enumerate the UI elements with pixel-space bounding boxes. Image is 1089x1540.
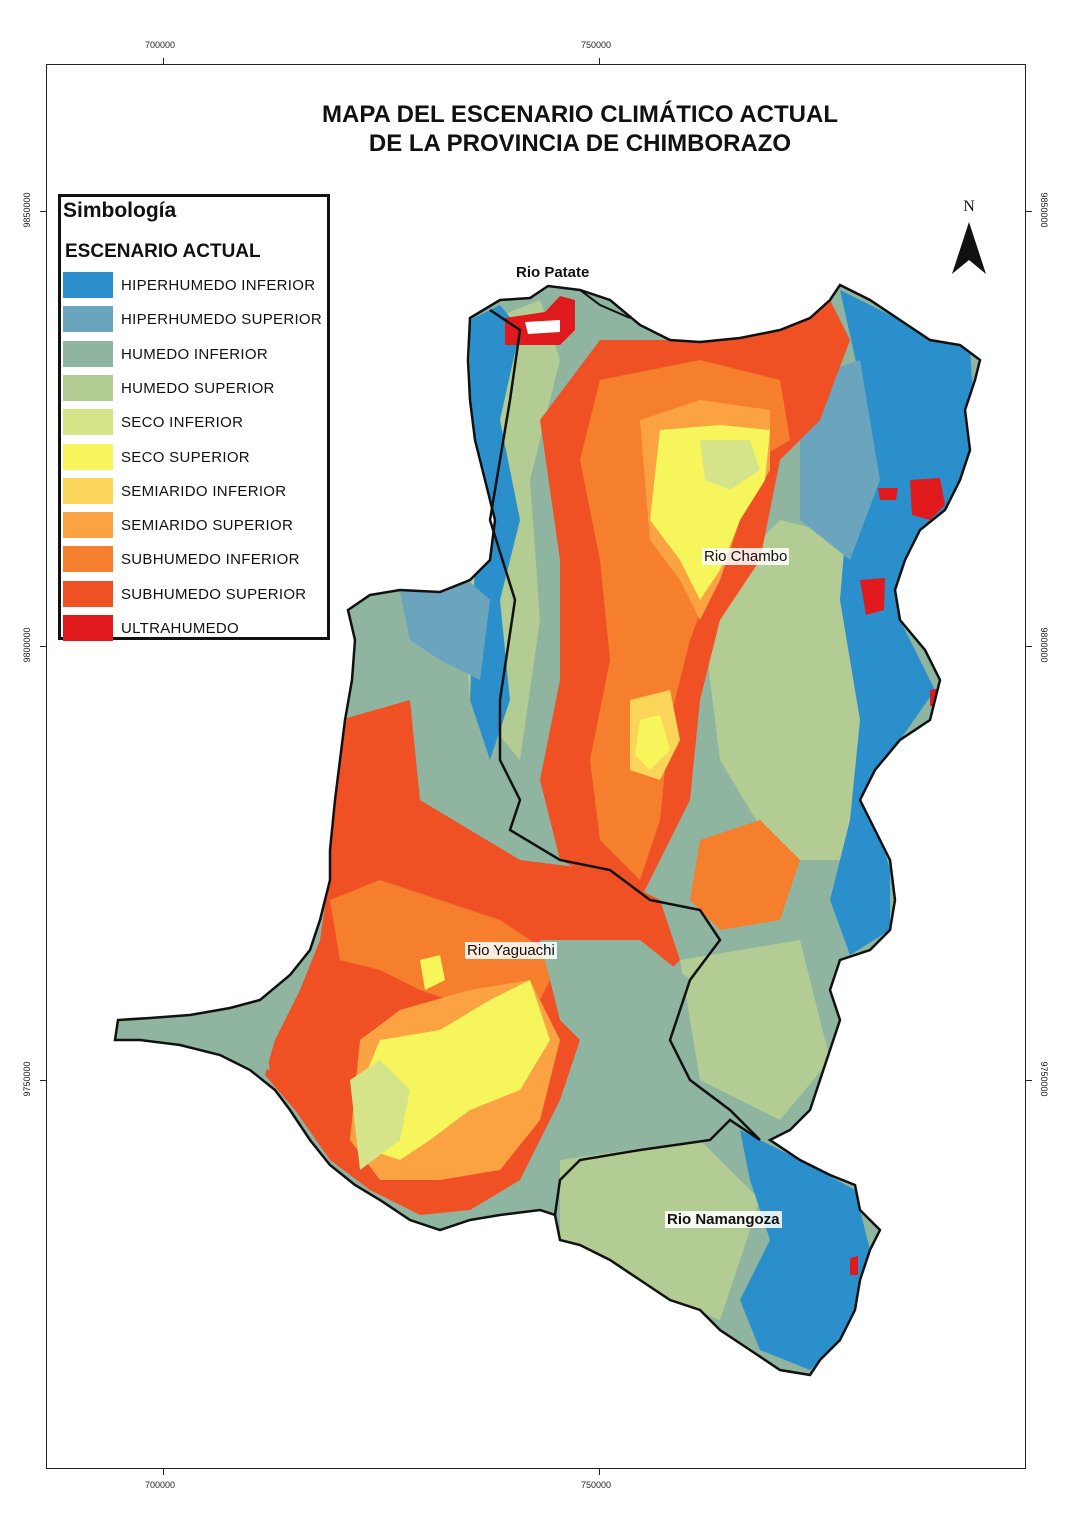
grid-tick <box>599 58 600 65</box>
zone-ultrahumedo <box>505 296 575 345</box>
zone-seco-superior <box>635 715 670 770</box>
grid-tick <box>40 646 47 647</box>
legend-label: HIPERHUMEDO INFERIOR <box>121 277 316 294</box>
legend-swatch <box>63 546 113 573</box>
basin-boundary <box>488 308 761 1141</box>
river-label-namangoza: Rio Namangoza <box>665 1211 782 1228</box>
legend-label: SUBHUMEDO INFERIOR <box>121 551 300 569</box>
north-arrow-icon <box>952 222 986 274</box>
zone-nodata <box>525 320 560 334</box>
zone-ultrahumedo <box>910 478 945 520</box>
zone-seco-inferior <box>700 440 760 490</box>
legend-swatch <box>63 512 113 539</box>
legend-label: ULTRAHUMEDO <box>121 620 240 637</box>
legend-item: SUBHUMEDO INFERIOR <box>63 546 329 573</box>
map-title-line1: MAPA DEL ESCENARIO CLIMÁTICO ACTUAL <box>322 101 838 128</box>
legend-title: Simbología <box>63 199 177 222</box>
legend-swatch <box>63 306 113 333</box>
zone-subhumedo-inferior <box>330 880 560 1010</box>
zone-ultrahumedo <box>878 488 898 500</box>
north-label: N <box>963 198 975 215</box>
legend-item: SUBHUMEDO SUPERIOR <box>63 580 329 608</box>
river-label-yaguachi: Rio Yaguachi <box>465 942 557 959</box>
legend-item: HIPERHUMEDO INFERIOR <box>63 272 329 299</box>
legend-subtitle: ESCENARIO ACTUAL <box>65 241 261 262</box>
legend-item: SECO INFERIOR <box>63 409 329 436</box>
coord-bottom-700000: 700000 <box>145 1480 176 1490</box>
zone-ultrahumedo <box>860 578 885 615</box>
grid-tick <box>163 1468 164 1475</box>
zone-subhumedo-inferior <box>690 820 800 930</box>
zone-humedo-superior <box>700 520 880 860</box>
coord-bottom-750000: 750000 <box>581 1480 612 1490</box>
legend-item: HIPERHUMEDO SUPERIOR <box>63 306 329 333</box>
coord-top-750000: 750000 <box>581 40 612 50</box>
legend-item: SECO SUPERIOR <box>63 443 329 471</box>
grid-tick <box>1025 211 1032 212</box>
zone-humedo-superior <box>560 1140 760 1320</box>
legend-label: SEMIARIDO INFERIOR <box>121 482 287 500</box>
zone-ultrahumedo <box>850 1256 858 1275</box>
legend-label: HIPERHUMEDO SUPERIOR <box>121 311 323 329</box>
legend-label: SEMIARIDO SUPERIOR <box>121 517 294 535</box>
river-label-chambo: Rio Chambo <box>702 548 790 565</box>
map-frame <box>46 64 1026 1469</box>
grid-tick <box>599 1468 600 1475</box>
legend-item: ULTRAHUMEDO <box>63 615 329 642</box>
legend-label: HUMEDO INFERIOR <box>121 345 268 363</box>
north-arrow: N <box>948 198 990 278</box>
legend-swatch <box>63 615 113 641</box>
legend-label: SECO INFERIOR <box>121 414 244 432</box>
legend-swatch <box>63 443 113 470</box>
river-label-patate: Rio Patate <box>514 264 592 281</box>
legend-swatch <box>63 580 113 607</box>
legend: Simbología ESCENARIO ACTUAL HIPERHUMEDO … <box>58 194 330 642</box>
legend-swatch <box>63 409 113 436</box>
legend-item: SEMIARIDO INFERIOR <box>63 477 329 505</box>
legend-swatch <box>63 477 113 504</box>
zone-hiperhumedo-inferior <box>740 1130 870 1370</box>
map-title: MAPA DEL ESCENARIO CLIMÁTICO ACTUAL DE L… <box>240 100 920 158</box>
map-title-line2: DE LA PROVINCIA DE CHIMBORAZO <box>368 130 792 157</box>
coord-top-700000: 700000 <box>145 40 176 50</box>
legend-swatch <box>63 374 113 401</box>
legend-label: SUBHUMEDO SUPERIOR <box>121 585 307 603</box>
legend-item: HUMEDO INFERIOR <box>63 340 329 368</box>
legend-label: HUMEDO SUPERIOR <box>121 379 275 397</box>
grid-tick <box>1025 646 1032 647</box>
legend-swatch <box>63 272 113 298</box>
legend-item: HUMEDO SUPERIOR <box>63 374 329 402</box>
zone-humedo-superior <box>680 940 830 1120</box>
grid-tick <box>40 1080 47 1081</box>
grid-tick <box>1025 1080 1032 1081</box>
zone-humedo-inferior <box>115 1010 270 1070</box>
basin-boundary <box>579 289 631 319</box>
grid-tick <box>163 58 164 65</box>
grid-tick <box>40 211 47 212</box>
legend-label: SECO SUPERIOR <box>121 448 250 466</box>
zone-seco-superior <box>420 955 445 990</box>
basin-boundary <box>553 1118 761 1216</box>
zone-hiperhumedo-superior <box>400 582 490 680</box>
legend-swatch <box>63 340 113 367</box>
legend-item: SEMIARIDO SUPERIOR <box>63 512 329 539</box>
zone-humedo-inferior <box>540 940 690 1060</box>
zone-seco-inferior <box>350 1060 410 1170</box>
province-outline <box>113 283 982 1377</box>
